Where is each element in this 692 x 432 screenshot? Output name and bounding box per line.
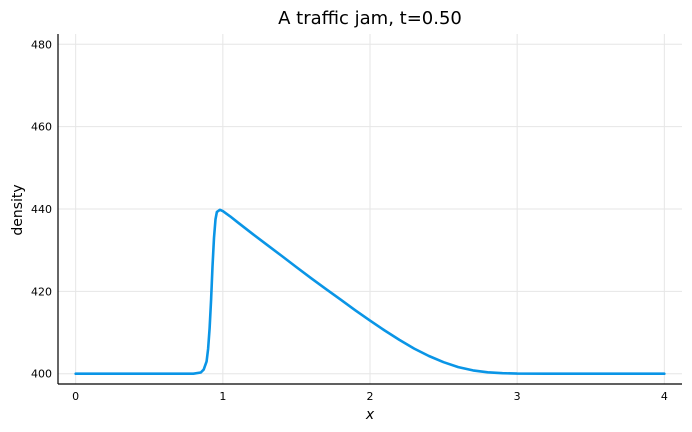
x-tick-label: 1 [219,390,226,403]
series-layer [74,208,666,376]
y-tick-label: 400 [31,368,52,381]
y-tick-label: 440 [31,203,52,216]
tick-labels: 0 1 2 3 4 400 420 440 460 480 [31,38,668,403]
y-tick-label: 480 [31,38,52,51]
x-tick-label: 4 [661,390,668,403]
grid [58,34,682,384]
y-tick-label: 460 [31,121,52,134]
x-tick-label: 2 [367,390,374,403]
series-line [74,208,666,376]
chart-title: A traffic jam, t=0.50 [278,8,462,29]
x-tick-label: 0 [72,390,79,403]
x-tick-label: 3 [514,390,521,403]
y-axis-label: density [10,184,26,235]
y-tick-label: 420 [31,285,52,298]
x-axis-label: x [365,407,375,423]
axes [57,34,682,385]
